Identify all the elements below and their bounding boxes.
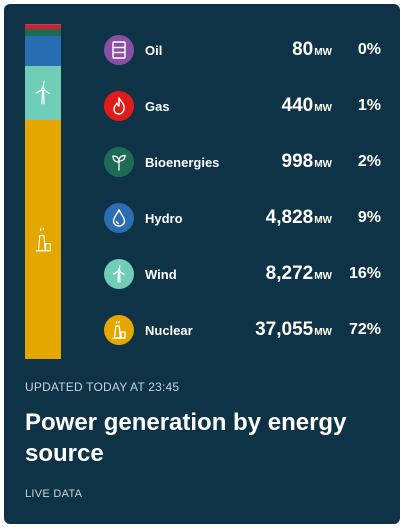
- wind-turbine-icon: [111, 265, 127, 283]
- bar-segment-wind: [25, 66, 61, 120]
- gas-icon-badge: [104, 91, 134, 121]
- flame-icon: [111, 97, 127, 115]
- stacked-bar: [25, 24, 61, 359]
- source-label: Wind: [145, 267, 255, 282]
- hydro-icon-badge: [104, 203, 134, 233]
- source-value: 4,828MW: [266, 207, 332, 229]
- live-data-label: LIVE DATA: [25, 488, 82, 500]
- bar-segment-nuclear: [25, 120, 61, 359]
- bar-segment-bioenergies: [25, 29, 61, 36]
- source-value: 998MW: [282, 151, 332, 173]
- list-item: Hydro 4,828MW 9%: [104, 190, 384, 246]
- oil-barrel-icon: [111, 41, 127, 59]
- water-drop-icon: [111, 209, 127, 227]
- bioenergies-icon-badge: [104, 147, 134, 177]
- wind-icon-badge: [104, 259, 134, 289]
- source-value: 80MW: [292, 39, 332, 61]
- source-label: Bioenergies: [145, 155, 255, 170]
- oil-icon-badge: [104, 35, 134, 65]
- source-value: 440MW: [282, 95, 332, 117]
- source-percent: 16%: [349, 265, 381, 283]
- source-label: Gas: [145, 99, 255, 114]
- source-label: Nuclear: [145, 323, 255, 338]
- list-item: Oil 80MW 0%: [104, 22, 384, 78]
- source-percent: 1%: [358, 97, 381, 115]
- wind-turbine-icon: [34, 80, 52, 106]
- nuclear-icon-badge: [104, 315, 134, 345]
- source-value: 37,055MW: [255, 319, 332, 341]
- list-item: Gas 440MW 1%: [104, 78, 384, 134]
- source-label: Hydro: [145, 211, 255, 226]
- updated-timestamp: UPDATED TODAY AT 23:45: [25, 380, 179, 394]
- source-percent: 2%: [358, 153, 381, 171]
- list-item: Bioenergies 998MW 2%: [104, 134, 384, 190]
- list-item: Wind 8,272MW 16%: [104, 246, 384, 302]
- nuclear-plant-icon: [34, 227, 52, 253]
- list-item: Nuclear 37,055MW 72%: [104, 302, 384, 358]
- source-value: 8,272MW: [266, 263, 332, 285]
- source-label: Oil: [145, 43, 255, 58]
- leaf-sprout-icon: [111, 153, 127, 171]
- energy-card: Oil 80MW 0% Gas 440MW 1% Bioenergi: [4, 4, 400, 524]
- source-percent: 9%: [358, 209, 381, 227]
- source-percent: 72%: [349, 321, 381, 339]
- bar-segment-hydro: [25, 36, 61, 66]
- source-list: Oil 80MW 0% Gas 440MW 1% Bioenergi: [104, 22, 384, 358]
- card-title: Power generation by energy source: [25, 407, 385, 469]
- source-percent: 0%: [358, 41, 381, 59]
- nuclear-plant-icon: [111, 321, 127, 339]
